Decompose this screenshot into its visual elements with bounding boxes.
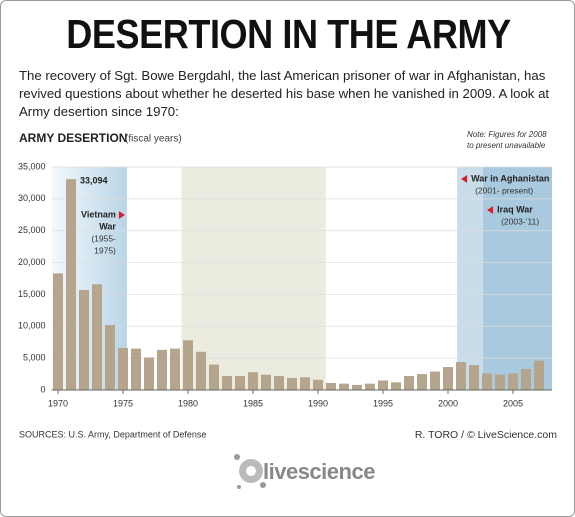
bar — [456, 361, 466, 390]
marker — [487, 206, 494, 214]
x-tick-label: 1980 — [178, 398, 198, 408]
x-tick-label: 2005 — [503, 398, 523, 408]
bar — [170, 348, 180, 390]
bar — [404, 375, 414, 390]
bar — [339, 383, 349, 390]
bar — [352, 384, 362, 390]
x-tick-label: 2000 — [438, 398, 458, 408]
bar — [495, 374, 505, 390]
shade-label: War — [99, 221, 116, 231]
page-subtitle: The recovery of Sgt. Bowe Bergdahl, the … — [19, 68, 550, 119]
logo-icon — [234, 454, 266, 489]
bar — [326, 382, 336, 390]
bar — [521, 368, 531, 390]
bar — [287, 377, 297, 390]
x-tick-label: 1990 — [308, 398, 328, 408]
logo-text: livescience — [263, 459, 375, 484]
shade-label: War in Aghanistan — [471, 173, 549, 183]
y-tick-label: 5,000 — [23, 353, 46, 363]
bar — [443, 367, 453, 390]
page-title: DESERTION IN THE ARMY — [66, 11, 511, 57]
shade-label: Iraq War — [497, 204, 533, 214]
bar — [92, 284, 102, 390]
y-tick-label: 35,000 — [18, 161, 46, 171]
shade-dates: (2003-’11) — [501, 216, 539, 226]
bar — [378, 380, 388, 390]
bar — [417, 374, 427, 390]
bar — [209, 364, 219, 390]
shade-label: Vietnam — [81, 209, 116, 219]
bar — [430, 371, 440, 390]
bar — [222, 375, 232, 390]
y-tick-label: 25,000 — [18, 225, 46, 235]
bar — [53, 273, 63, 390]
bar — [482, 373, 492, 390]
bar — [508, 373, 518, 390]
bar — [66, 179, 76, 390]
note: to present unavailable — [467, 141, 546, 150]
bar — [469, 365, 479, 390]
bar — [261, 374, 271, 390]
x-tick-label: 1995 — [373, 398, 393, 408]
shade-dates: 1975) — [94, 245, 116, 255]
bar — [313, 379, 323, 390]
x-tick-label: 1985 — [243, 398, 263, 408]
marker — [118, 211, 125, 219]
chart-title: ARMY DESERTION — [19, 131, 127, 145]
bar — [79, 289, 89, 390]
x-tick-label: 1975 — [113, 398, 133, 408]
y-tick-label: 30,000 — [18, 193, 46, 203]
bar — [365, 383, 375, 390]
note: Note: Figures for 2008 — [467, 130, 547, 139]
y-tick-label: 20,000 — [18, 257, 46, 267]
shade-dates: (1955- — [91, 233, 116, 243]
bar — [131, 348, 141, 390]
y-tick-label: 0 — [40, 384, 45, 394]
bar — [534, 360, 544, 390]
sources: SOURCES: U.S. Army, Department of Defens… — [19, 429, 206, 439]
bar — [144, 357, 154, 390]
shade — [483, 167, 552, 390]
bar — [196, 351, 206, 390]
bar — [183, 340, 193, 390]
bar — [248, 372, 258, 390]
value-label: 33,094 — [80, 176, 108, 186]
bar — [118, 347, 128, 390]
bar — [274, 375, 284, 390]
x-tick-label: 1970 — [48, 398, 68, 408]
bar — [157, 349, 167, 390]
chart-subtitle: (fiscal years) — [125, 134, 182, 145]
bar — [391, 382, 401, 390]
bar — [235, 375, 245, 390]
marker — [461, 175, 468, 183]
bar — [300, 377, 310, 390]
shade-dates: (2001- present) — [475, 185, 533, 195]
y-tick-label: 15,000 — [18, 289, 46, 299]
credit: R. TORO / © LiveScience.com — [415, 429, 557, 441]
bar — [105, 325, 115, 390]
y-tick-label: 10,000 — [18, 321, 46, 331]
